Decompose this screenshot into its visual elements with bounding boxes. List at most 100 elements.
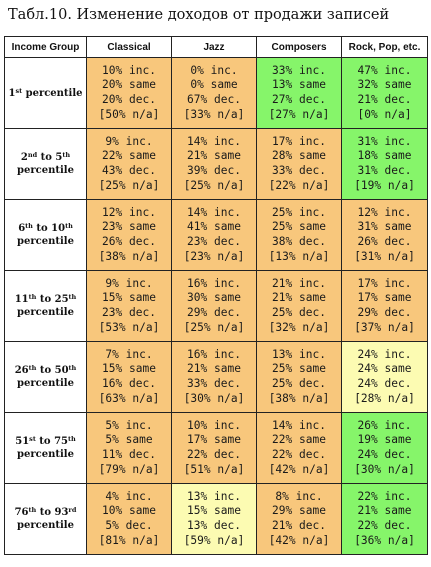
cell-same-value: 29% same: [272, 504, 326, 518]
cell-same-value: 22% same: [102, 149, 156, 163]
cell-jazz: 16% inc. 21% same 33% dec. [30% n/a]: [171, 341, 257, 413]
cell-inc-value: 9% inc.: [105, 134, 153, 148]
cell-dec-value: 23% dec.: [187, 235, 241, 248]
table-row: 51st to 75th percentile 5% inc. 5% same 11% …: [4, 412, 428, 484]
header-income-group: Income Group: [4, 36, 87, 58]
cell-same-value: 15% same: [187, 504, 241, 518]
row-label-part: th: [28, 364, 37, 372]
cell-na-value: [81% n/a]: [98, 533, 160, 547]
cell-na-value: [79% n/a]: [98, 462, 160, 476]
cell-classical: 12% inc. 23% same 26% dec. [38% n/a]: [86, 199, 172, 271]
row-label-part: percentile: [17, 378, 74, 389]
cell-same-value: 24% same: [357, 362, 412, 376]
row-label-part: to: [36, 365, 55, 376]
cell-dec-value: 13% dec.: [187, 519, 241, 532]
cell-inc-value: 10% inc.: [187, 418, 241, 432]
row-label-part: th: [68, 364, 77, 372]
cell-dec-value: 25% dec.: [272, 377, 326, 390]
cell-same-value: 18% same: [357, 149, 412, 163]
row-label-part: 76: [14, 507, 29, 518]
cell-na-value: [23% n/a]: [183, 249, 245, 263]
cell-jazz: 14% inc. 21% same 39% dec. [25% n/a]: [171, 128, 257, 200]
cell-inc-value: 5% inc.: [105, 418, 153, 432]
cell-same-value: 25% same: [272, 362, 326, 376]
row-label-part: th: [68, 435, 76, 443]
cell-inc-value: 25% inc.: [272, 205, 326, 219]
cell-dec-value: 5% dec.: [105, 519, 153, 532]
cell-na-value: [25% n/a]: [98, 178, 160, 192]
cell-dec-value: 23% dec.: [102, 306, 156, 319]
cell-na-value: [36% n/a]: [354, 533, 415, 547]
cell-inc-value: 12% inc.: [357, 205, 412, 219]
row-label-part: 10: [51, 223, 66, 234]
cell-same-value: 13% same: [272, 78, 326, 92]
cell-composers: 33% inc. 13% same 27% dec. [27% n/a]: [256, 57, 342, 129]
cell-dec-value: 20% dec.: [102, 93, 156, 106]
cell-dec-value: 22% dec.: [272, 448, 326, 461]
row-label: 76th to 93rd percentile: [4, 483, 87, 555]
cell-same-value: 15% same: [102, 362, 156, 376]
row-label: 2nd to 5th percentile: [4, 128, 87, 200]
cell-na-value: [19% n/a]: [354, 178, 415, 192]
row-label-part: th: [62, 151, 71, 159]
cell-jazz: 10% inc. 17% same 22% dec. [51% n/a]: [171, 412, 257, 484]
row-label-part: st: [29, 435, 36, 443]
header-jazz: Jazz: [171, 36, 257, 58]
row-label-part: to: [36, 507, 55, 518]
cell-rock-pop: 12% inc. 31% same 26% dec. [31% n/a]: [341, 199, 428, 271]
cell-na-value: [38% n/a]: [98, 249, 160, 263]
cell-na-value: [33% n/a]: [183, 107, 245, 121]
cell-dec-value: 26% dec.: [102, 235, 156, 248]
cell-composers: 17% inc. 28% same 33% dec. [22% n/a]: [256, 128, 342, 200]
cell-same-value: 0% same: [190, 78, 238, 92]
cell-inc-value: 24% inc.: [357, 347, 412, 361]
cell-jazz: 14% inc. 41% same 23% dec. [23% n/a]: [171, 199, 257, 271]
cell-dec-value: 27% dec.: [272, 93, 326, 106]
row-label-part: th: [25, 222, 33, 230]
cell-na-value: [13% n/a]: [268, 249, 330, 263]
cell-dec-value: 21% dec.: [272, 519, 326, 532]
cell-inc-value: 17% inc.: [357, 276, 412, 290]
cell-dec-value: 11% dec.: [102, 448, 156, 461]
cell-dec-value: 43% dec.: [102, 164, 156, 177]
row-label-part: th: [68, 293, 77, 301]
cell-rock-pop: 26% inc. 19% same 24% dec. [30% n/a]: [341, 412, 428, 484]
cell-inc-value: 21% inc.: [272, 276, 326, 290]
cell-same-value: 20% same: [102, 78, 156, 92]
row-label-part: percentile: [17, 449, 74, 460]
cell-composers: 13% inc. 25% same 25% dec. [38% n/a]: [256, 341, 342, 413]
cell-inc-value: 22% inc.: [357, 489, 412, 503]
cell-dec-value: 67% dec.: [187, 93, 241, 106]
row-label-part: 1: [8, 87, 16, 99]
row-label-part: nd: [27, 151, 38, 159]
cell-na-value: [59% n/a]: [183, 533, 245, 547]
cell-rock-pop: 31% inc. 18% same 31% dec. [19% n/a]: [341, 128, 428, 200]
cell-na-value: [30% n/a]: [354, 462, 415, 476]
cell-dec-value: 22% dec.: [357, 519, 412, 532]
cell-same-value: 21% same: [357, 504, 412, 518]
cell-na-value: [25% n/a]: [183, 178, 245, 192]
row-label-part: 51: [15, 436, 30, 447]
row-label-part: th: [28, 506, 37, 514]
cell-inc-value: 9% inc.: [105, 276, 153, 290]
cell-inc-value: 4% inc.: [105, 489, 153, 503]
row-label-part: rd: [68, 506, 77, 514]
table-row: 1st percentile 10% inc. 20% same 20% dec. [5…: [4, 57, 428, 129]
row-label-part: 50: [54, 365, 69, 376]
cell-dec-value: 21% dec.: [357, 93, 412, 106]
cell-na-value: [0% n/a]: [357, 107, 412, 121]
cell-inc-value: 17% inc.: [272, 134, 326, 148]
header-classical: Classical: [86, 36, 172, 58]
cell-classical: 7% inc. 15% same 16% dec. [63% n/a]: [86, 341, 172, 413]
cell-same-value: 17% same: [187, 433, 241, 447]
cell-inc-value: 13% inc.: [272, 347, 326, 361]
cell-same-value: 19% same: [357, 433, 412, 447]
table-row: 2nd to 5th percentile 9% inc. 22% same 43% d…: [4, 128, 428, 200]
cell-same-value: 5% same: [105, 433, 153, 447]
row-label-part: to: [37, 152, 56, 163]
row-label: 51st to 75th percentile: [4, 412, 87, 484]
row-label-part: percentile: [17, 236, 74, 247]
row-label-part: 2: [20, 152, 28, 163]
cell-dec-value: 24% dec.: [357, 377, 412, 390]
row-label-part: percentile: [22, 87, 83, 99]
